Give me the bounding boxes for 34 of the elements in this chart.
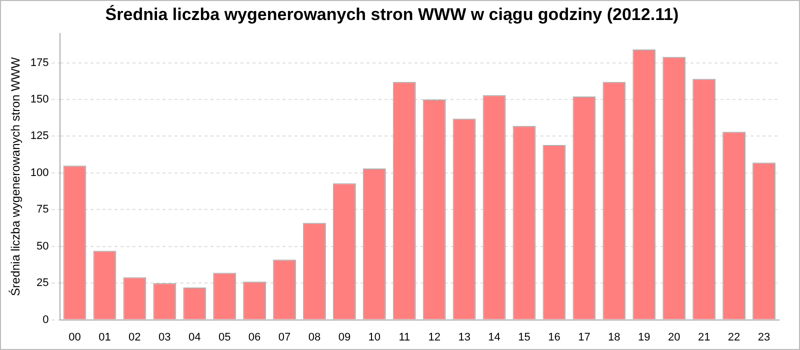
- x-tick-label: 13: [458, 331, 470, 344]
- x-tick-label: 15: [518, 331, 530, 344]
- x-tick-label: 00: [68, 331, 81, 344]
- y-tick-label: 100: [30, 166, 49, 179]
- x-tick-label: 22: [728, 331, 740, 344]
- x-tick-label: 23: [758, 331, 770, 344]
- y-tick-label: 125: [30, 130, 49, 142]
- y-tick-label: 75: [36, 204, 49, 216]
- x-tick-label: 06: [248, 331, 261, 344]
- x-tick-label: 12: [428, 331, 440, 344]
- x-tick-label: 08: [308, 331, 321, 344]
- x-tick-label: 18: [608, 331, 620, 344]
- y-axis-title: Średnia liczba wygenerowanych stron WWW: [8, 56, 23, 296]
- x-tick-label: 01: [98, 331, 111, 344]
- x-tick-label: 17: [578, 331, 590, 344]
- x-tick-label: 04: [188, 331, 201, 344]
- x-tick-label: 20: [668, 331, 680, 344]
- x-tick-label: 19: [638, 331, 650, 344]
- x-tick-label: 14: [488, 331, 500, 344]
- y-tick-label: 50: [36, 240, 49, 252]
- y-tick-label: 0: [42, 314, 49, 326]
- x-tick-label: 02: [128, 331, 141, 344]
- x-tick-label: 10: [368, 331, 381, 344]
- x-tick-label: 09: [338, 331, 351, 344]
- x-tick-label: 05: [218, 331, 231, 344]
- x-tick-label: 11: [398, 331, 410, 344]
- x-tick-label: 03: [158, 331, 171, 344]
- x-tick-label: 07: [278, 331, 291, 344]
- y-tick-label: 25: [36, 277, 49, 290]
- chart-title: Średnia liczba wygenerowanych stron WWW w ciągu godziny (2012.11): [105, 4, 679, 24]
- x-tick-label: 21: [698, 331, 710, 344]
- y-tick-label: 150: [30, 94, 49, 106]
- y-tick-label: 175: [30, 56, 49, 69]
- x-tick-label: 16: [548, 331, 560, 344]
